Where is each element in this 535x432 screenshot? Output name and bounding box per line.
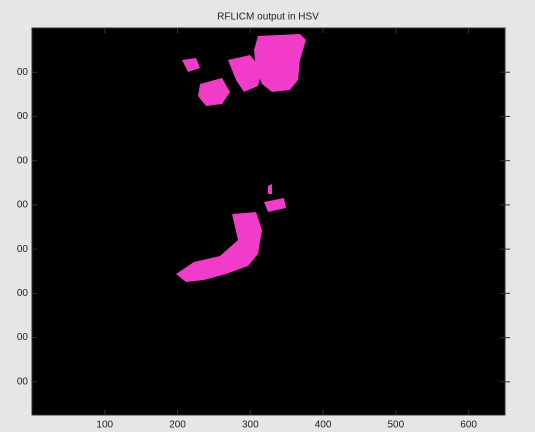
x-tick-label: 500 — [388, 420, 405, 431]
x-tick-label: 300 — [242, 420, 259, 431]
x-tick-label: 600 — [460, 420, 477, 431]
y-tick-label: 00 — [17, 200, 29, 211]
page: {"chart_data": {"type": "image", "title"… — [0, 0, 535, 432]
x-tick-label: 100 — [96, 420, 113, 431]
x-tick-label: 200 — [169, 420, 186, 431]
y-tick-label: 00 — [17, 332, 29, 343]
y-tick-label: 00 — [17, 155, 29, 166]
y-tick-label: 00 — [17, 288, 29, 299]
x-tick-label: 400 — [315, 420, 332, 431]
y-tick-label: 00 — [17, 376, 29, 387]
chart-title: RFLICM output in HSV — [217, 12, 319, 23]
y-tick-label: 00 — [17, 244, 29, 255]
y-tick-label: 00 — [17, 67, 29, 78]
y-tick-label: 00 — [17, 111, 29, 122]
figure: RFLICM output in HSV 100 200 300 400 500 600 0… — [0, 0, 535, 432]
